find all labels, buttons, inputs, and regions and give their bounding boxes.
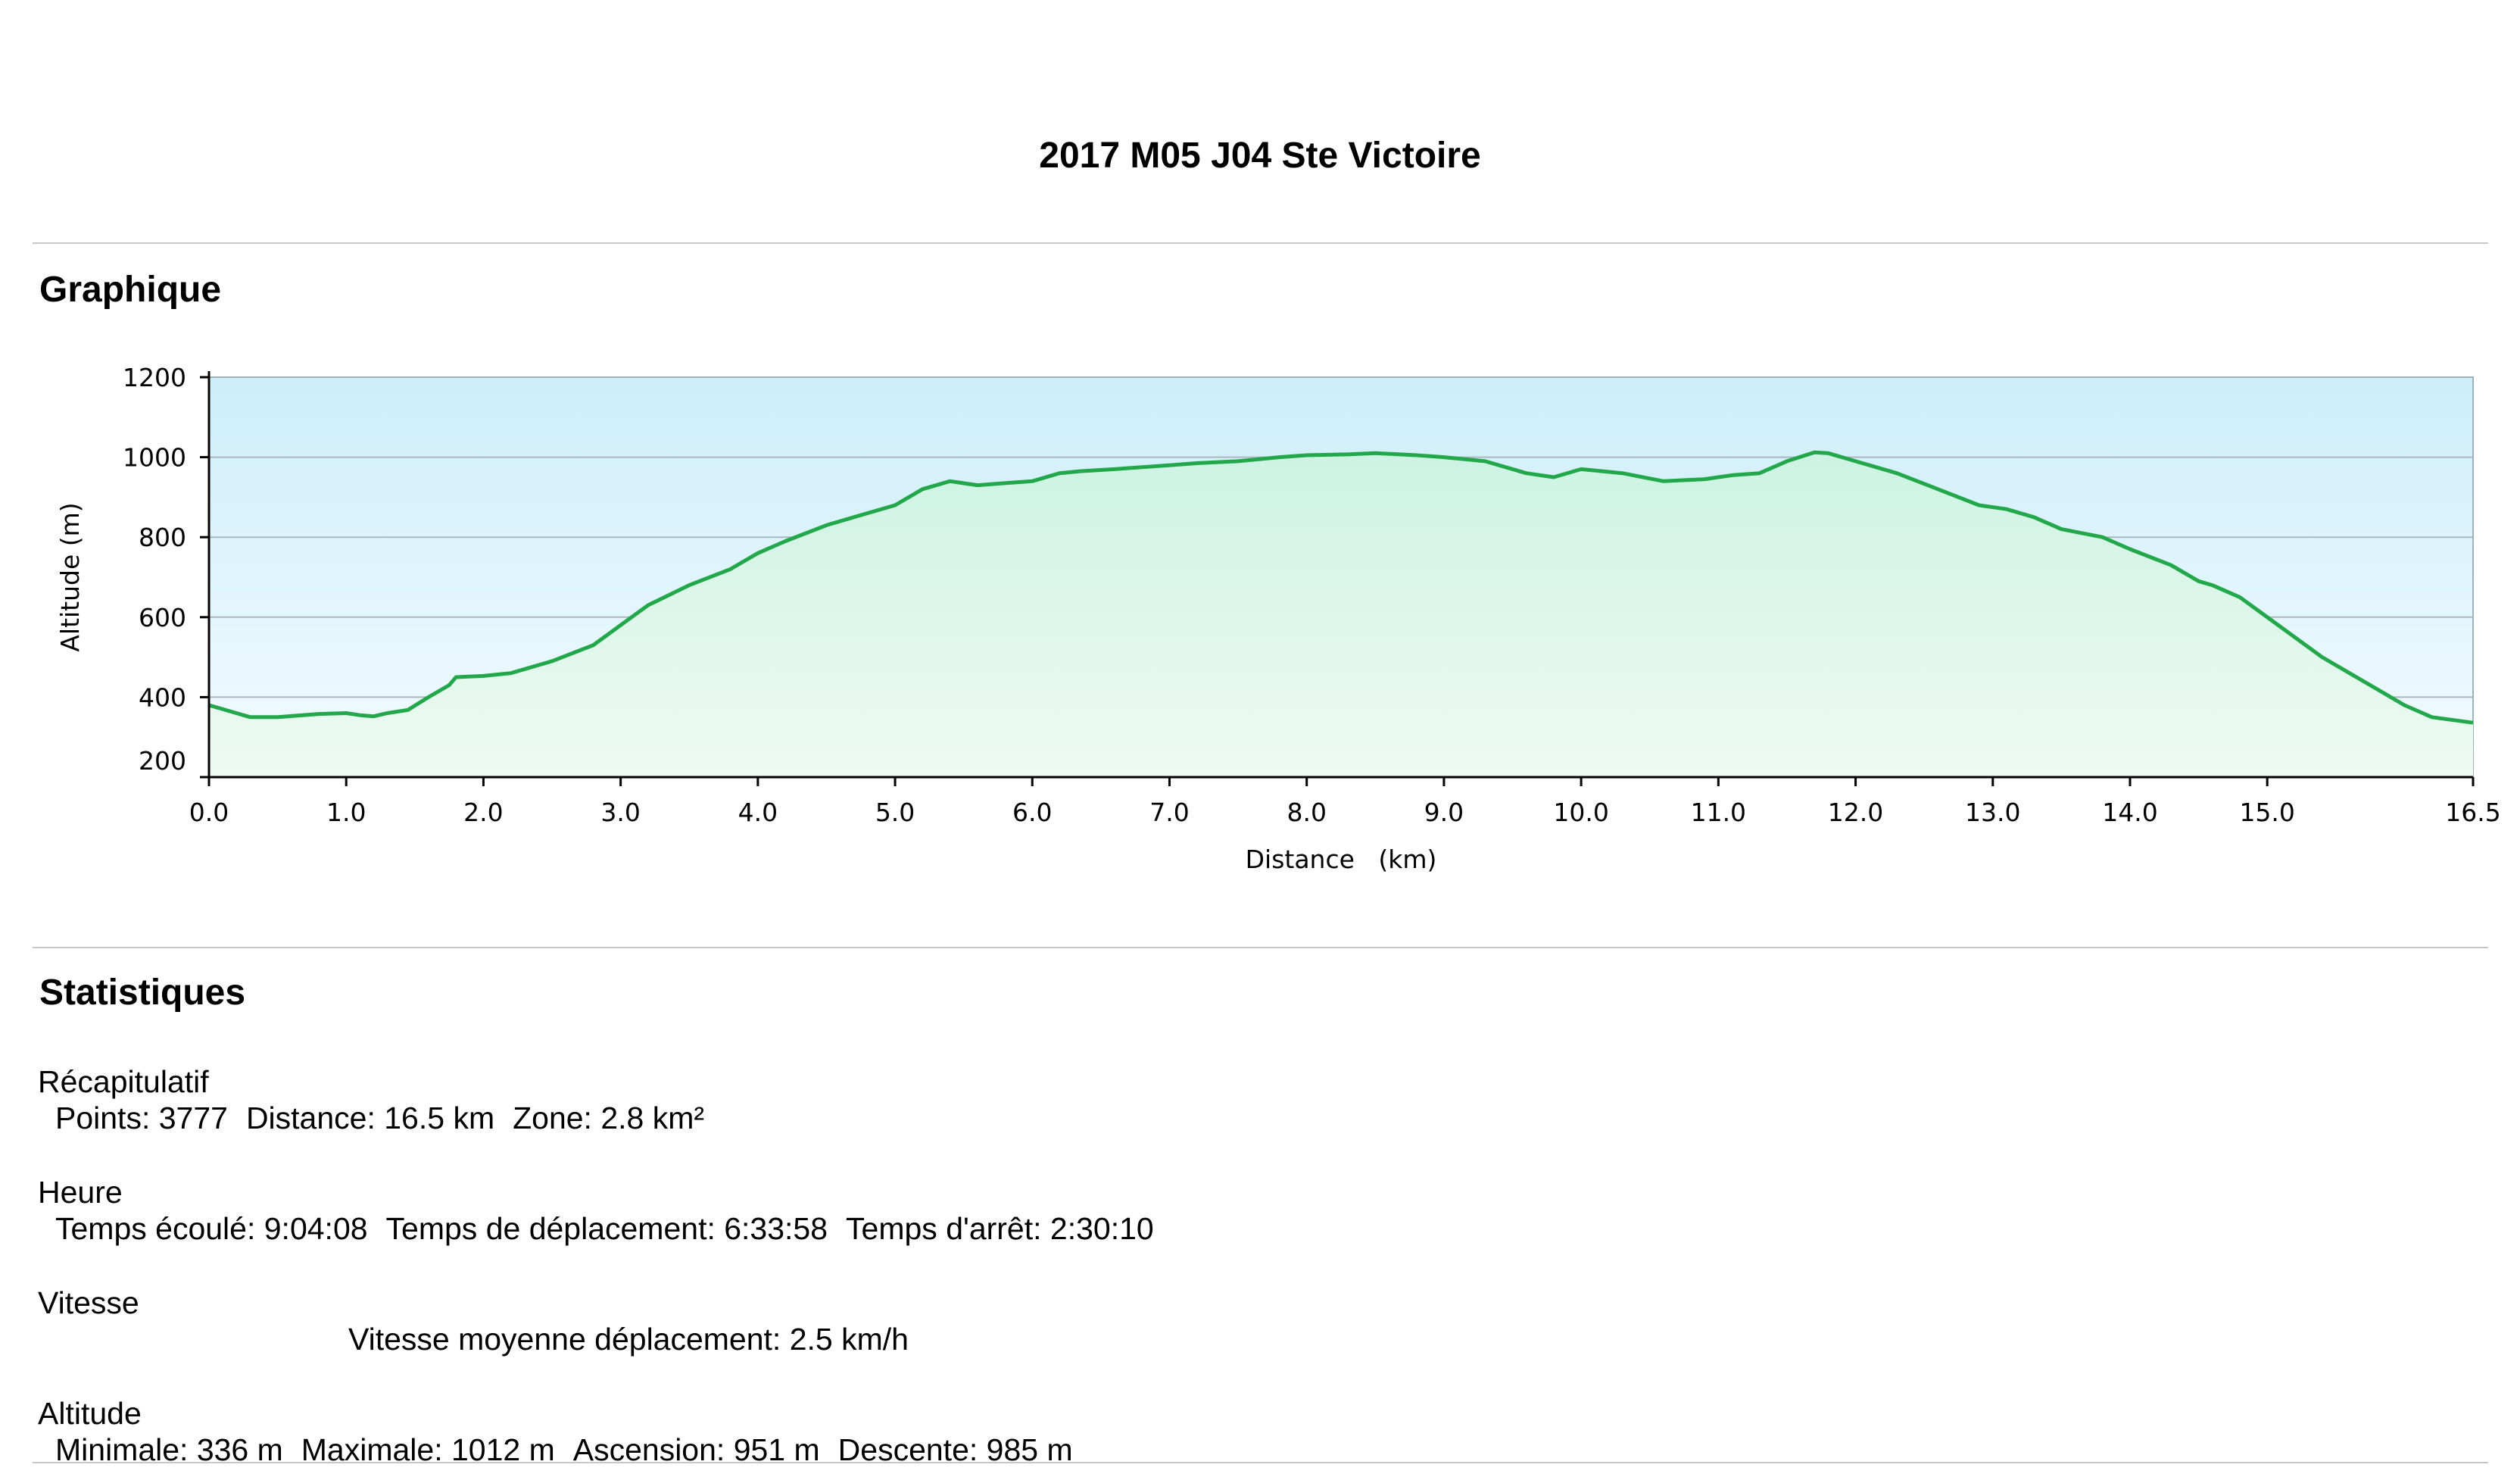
- x-tick-label: 15.0: [2239, 798, 2294, 827]
- section-divider: [33, 1462, 2488, 1463]
- x-tick-label: 12.0: [1828, 798, 1883, 827]
- section-divider: [33, 947, 2488, 948]
- stat-heure-label: Heure: [38, 1175, 123, 1210]
- elevation-line: [208, 450, 2474, 725]
- x-tick-label: 3.0: [600, 798, 640, 827]
- x-tick-label: 16.5: [2445, 798, 2500, 827]
- y-axis-label: Altitude (m): [55, 502, 85, 651]
- stat-stopped: Temps d'arrêt: 2:30:10: [846, 1211, 1154, 1246]
- x-tick-label: 9.0: [1424, 798, 1464, 827]
- stat-min: Minimale: 336 m: [55, 1432, 283, 1467]
- x-tick-label: 4.0: [738, 798, 778, 827]
- y-tick-label: 400: [139, 682, 186, 712]
- stat-zone: Zone: 2.8 km²: [513, 1101, 705, 1135]
- stat-ascent: Ascension: 951 m: [572, 1432, 820, 1467]
- stat-altitude-label: Altitude: [38, 1396, 142, 1431]
- section-divider: [33, 242, 2488, 244]
- stat-max: Maximale: 1012 m: [301, 1432, 555, 1467]
- stat-recap: Récapitulatif Points: 3777 Distance: 16.5…: [38, 1063, 722, 1136]
- x-tick-label: 14.0: [2102, 798, 2157, 827]
- stat-vitesse: Vitesse Vitesse moyenne déplacement: 2.5…: [38, 1285, 927, 1357]
- stat-distance: Distance: 16.5 km: [245, 1101, 495, 1135]
- stat-altitude: Altitude Minimale: 336 m Maximale: 1012 m…: [38, 1395, 1091, 1468]
- x-tick-label: 0.0: [189, 798, 229, 827]
- x-axis-label: Distance (km): [1246, 845, 1437, 874]
- y-tick-label: 1000: [123, 443, 186, 473]
- stat-heure: Heure Temps écoulé: 9:04:08 Temps de dépl…: [38, 1174, 1172, 1247]
- x-tick-label: 7.0: [1149, 798, 1189, 827]
- stat-elapsed: Temps écoulé: 9:04:08: [55, 1211, 368, 1246]
- x-tick-label: 6.0: [1012, 798, 1052, 827]
- stat-avg-moving: Vitesse moyenne déplacement: 2.5 km/h: [348, 1322, 909, 1357]
- y-tick-label: 800: [139, 523, 186, 552]
- x-tick-label: 1.0: [326, 798, 366, 827]
- x-tick-label: 11.0: [1691, 798, 1746, 827]
- y-tick-label: 200: [139, 746, 186, 776]
- section-title-graph: Graphique: [39, 270, 222, 310]
- page-title: 2017 M05 J04 Ste Victoire: [1039, 136, 1481, 176]
- x-tick-label: 2.0: [463, 798, 503, 827]
- stat-vitesse-label: Vitesse: [38, 1285, 139, 1320]
- stat-descent: Descente: 985 m: [837, 1432, 1073, 1467]
- stat-points: Points: 3777: [55, 1101, 228, 1135]
- section-title-stats: Statistiques: [39, 973, 246, 1013]
- elevation-area: [209, 452, 2473, 777]
- stat-moving: Temps de déplacement: 6:33:58: [385, 1211, 828, 1246]
- elevation-chart: 0.0 1.0 2.0 3.0 4.0 5.0 6.0 7.0 8.0 9.0 10.0 11.0 12…: [55, 363, 2501, 874]
- x-tick-label: 13.0: [1965, 798, 2020, 827]
- y-tick-label: 600: [139, 603, 186, 632]
- y-tick-label: 1200: [123, 363, 186, 392]
- x-tick-label: 8.0: [1287, 798, 1326, 827]
- x-tick-label: 10.0: [1553, 798, 1608, 827]
- stat-recap-label: Récapitulatif: [38, 1064, 209, 1099]
- x-tick-label: 5.0: [875, 798, 915, 827]
